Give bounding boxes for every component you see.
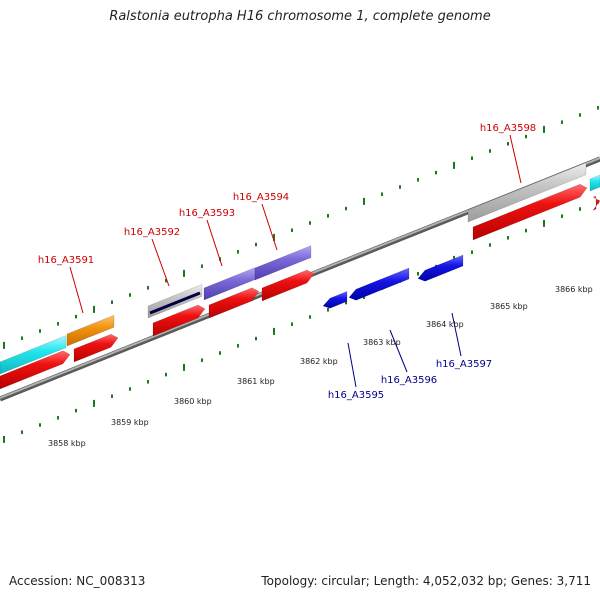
- gene-label-leader: [69, 266, 84, 314]
- kbp-scale-label: 3862 kbp: [300, 357, 338, 366]
- gene-label-leader: [206, 219, 223, 267]
- kbp-scale-label: 3864 kbp: [426, 320, 464, 329]
- gene-arrow-blue: [322, 291, 348, 309]
- gene-block-grey: [467, 162, 587, 223]
- cds-arrow: [73, 333, 119, 363]
- gene-label-h16_A3596: h16_A3596: [381, 375, 437, 386]
- gene-block-purple: [254, 245, 312, 281]
- accession-text: Accession: NC_008313: [9, 574, 146, 588]
- kbp-scale-label: 3858 kbp: [48, 439, 86, 448]
- cds-arrow: [472, 183, 588, 241]
- topology-text: Topology: circular; Length: 4,052,032 bp…: [261, 574, 591, 588]
- gene-arrow-blue: [348, 267, 410, 301]
- gene-block-orange: [66, 314, 115, 347]
- gene-label-leader: [451, 312, 462, 357]
- cds-arrow: [152, 304, 206, 337]
- gene-arrow-blue: [417, 254, 464, 282]
- gene-block-cyan: [0, 335, 67, 375]
- gene-label-leader: [151, 238, 170, 287]
- gene-block-cyan: [589, 174, 600, 192]
- gene-label-h16_A3594: h16_A3594: [233, 192, 289, 203]
- gene-label-h16_A3593: h16_A3593: [179, 208, 235, 219]
- kbp-scale-label: 3860 kbp: [174, 397, 212, 406]
- kbp-scale-label: 3863 kbp: [363, 338, 401, 347]
- gene-label-h16_A3595: h16_A3595: [328, 390, 384, 401]
- map-title: Ralstonia eutropha H16 chromosome 1, com…: [109, 9, 491, 24]
- gene-label-leader: [261, 203, 278, 251]
- cds-arrow: [592, 195, 600, 211]
- cds-arrow: [0, 350, 71, 390]
- gene-label-leader: [389, 329, 408, 373]
- gene-block-dark-stripe: [149, 291, 201, 315]
- gene-label-h16_A3598: h16_A3598: [480, 123, 536, 134]
- cds-arrow: [208, 287, 260, 319]
- gene-block-purple: [203, 267, 256, 301]
- gene-label-h16_A3591: h16_A3591: [38, 255, 94, 266]
- cds-arrow: [261, 269, 315, 302]
- gene-label-h16_A3592: h16_A3592: [124, 227, 180, 238]
- kbp-scale-label: 3866 kbp: [555, 285, 593, 294]
- kbp-scale-label: 3859 kbp: [111, 418, 149, 427]
- gene-label-leader: [509, 134, 522, 184]
- kbp-scale-label: 3861 kbp: [237, 377, 275, 386]
- kbp-scale-label: 3865 kbp: [490, 302, 528, 311]
- gene-label-leader: [347, 342, 357, 388]
- gene-label-h16_A3597: h16_A3597: [436, 359, 492, 370]
